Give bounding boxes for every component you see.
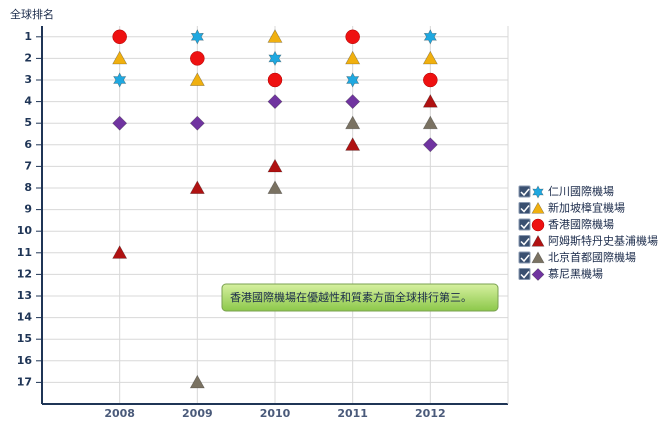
point: [189, 180, 205, 194]
point: [345, 137, 361, 151]
legend-label: 慕尼黑機場: [548, 267, 603, 281]
legend-label: 北京首都國際機場: [548, 250, 636, 264]
legend-check: [520, 188, 530, 197]
point: [267, 158, 283, 173]
x-tick-label: 2008: [104, 407, 135, 420]
point: [268, 50, 282, 67]
y-tick-label: 14: [17, 311, 33, 324]
y-tick-label: 3: [24, 73, 32, 86]
legend-marker: [531, 268, 545, 281]
point: [345, 94, 361, 110]
y-tick-label: 4: [24, 95, 32, 108]
legend-label: 阿姆斯特丹史基浦機場: [548, 234, 658, 248]
legend-label: 香港國際機場: [548, 217, 614, 231]
point: [190, 51, 205, 66]
point: [189, 374, 205, 389]
point: [267, 29, 283, 43]
point: [422, 93, 438, 108]
point: [422, 115, 438, 130]
y-tick-label: 6: [24, 138, 32, 151]
annotation: 香港國際機場在優越性和質素方面全球排行第三。: [230, 290, 472, 304]
y-tick-label: 10: [17, 224, 33, 237]
y-tick-label: 13: [17, 289, 32, 302]
y-tick-label: 11: [17, 246, 32, 259]
x-tick-label: 2012: [415, 407, 446, 420]
y-tick-label: 15: [17, 332, 32, 345]
legend-marker: [532, 185, 544, 199]
y-tick-label: 8: [24, 181, 32, 194]
legend-label: 新加坡樟宜機場: [548, 201, 625, 215]
point: [190, 29, 204, 45]
point: [189, 115, 205, 131]
y-tick-label: 7: [24, 159, 32, 172]
point: [345, 50, 361, 65]
point: [112, 50, 128, 65]
legend-checkbox[interactable]: [518, 235, 531, 247]
legend-check: [520, 205, 530, 213]
point: [267, 180, 283, 194]
legend-checkbox[interactable]: [518, 268, 531, 280]
x-tick-label: 2011: [337, 407, 368, 420]
point: [345, 29, 360, 45]
point: [112, 29, 127, 45]
y-tick-label: 5: [24, 116, 32, 129]
legend-marker: [531, 201, 545, 214]
legend-checkbox[interactable]: [518, 218, 531, 231]
legend-checkbox[interactable]: [518, 185, 531, 198]
legend-marker: [531, 234, 545, 247]
point: [112, 245, 128, 259]
y-axis-label: 全球排名: [10, 7, 54, 21]
point: [267, 72, 283, 88]
point: [112, 115, 128, 131]
legend-check: [520, 238, 530, 246]
legend-marker: [531, 218, 545, 232]
point: [113, 72, 127, 88]
y-tick-label: 9: [24, 203, 32, 216]
x-tick-label: 2009: [182, 407, 213, 420]
x-tick-label: 2010: [260, 407, 291, 420]
point: [423, 29, 437, 45]
legend-label: 仁川國際機場: [548, 184, 614, 198]
annotation-box: [221, 283, 499, 312]
point: [189, 72, 205, 86]
point: [346, 72, 360, 88]
y-tick-label: 1: [24, 30, 32, 43]
point: [267, 94, 283, 110]
legend-check: [520, 271, 530, 279]
y-tick-label: 17: [17, 375, 32, 388]
y-tick-label: 16: [17, 354, 33, 367]
legend-marker: [531, 251, 545, 264]
legend-check: [520, 254, 530, 263]
y-tick-label: 12: [17, 267, 32, 280]
point: [422, 50, 438, 65]
legend-check: [520, 221, 530, 230]
y-tick-label: 2: [24, 51, 32, 64]
legend-checkbox[interactable]: [518, 202, 531, 214]
point: [345, 115, 361, 130]
point: [423, 72, 438, 88]
legend-checkbox[interactable]: [518, 251, 531, 264]
point: [422, 137, 438, 153]
